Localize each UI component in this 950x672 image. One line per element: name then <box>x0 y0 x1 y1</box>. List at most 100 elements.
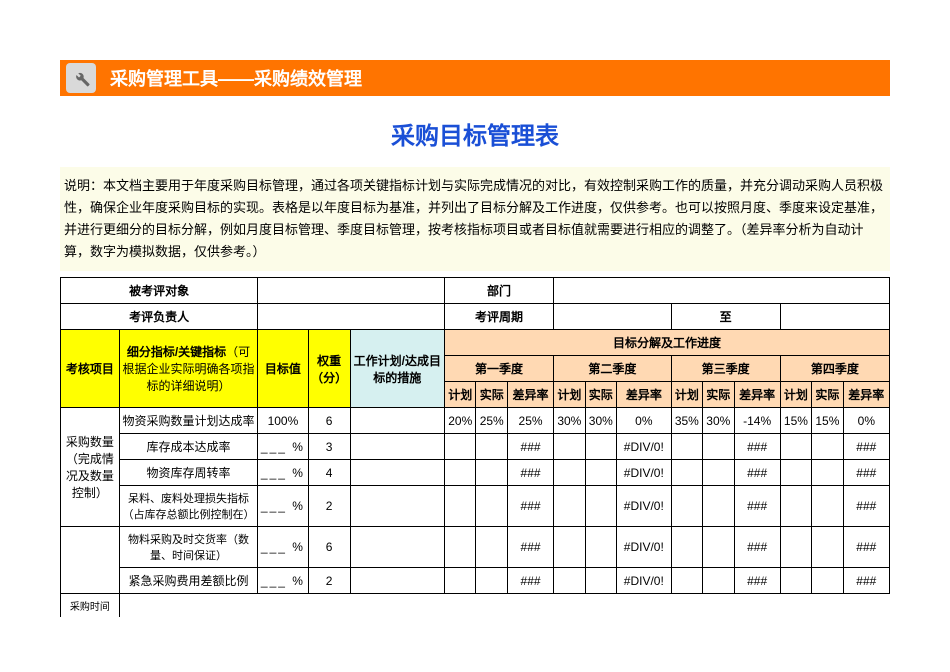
indicator-cell: 物资库存周转率 <box>119 460 258 486</box>
value-subject <box>258 278 445 304</box>
q3-actual <box>703 434 734 460</box>
data-row: 紧急采购费用差额比例 ___ % 2 ### #DIV/0! ### ### <box>61 568 890 594</box>
hdr-q4-var: 差异率 <box>843 382 889 408</box>
hdr-indicator-main: 细分指标/关键指标 <box>127 345 226 359</box>
q4-var: ### <box>843 527 889 568</box>
q2-plan <box>554 460 585 486</box>
weight-cell: 3 <box>308 434 350 460</box>
weight-cell: 6 <box>308 527 350 568</box>
plan-cell <box>350 434 444 460</box>
target-cell: ___ % <box>258 460 308 486</box>
q3-plan: 35% <box>671 408 702 434</box>
q4-actual <box>812 527 843 568</box>
weight-cell: 2 <box>308 568 350 594</box>
q1-plan <box>445 486 476 527</box>
hdr-q4-plan: 计划 <box>780 382 811 408</box>
q4-plan <box>780 434 811 460</box>
hdr-weight: 权重（分） <box>308 330 350 408</box>
hdr-progress: 目标分解及工作进度 <box>445 330 890 356</box>
hdr-q3-var: 差异率 <box>734 382 780 408</box>
hdr-q4-actual: 实际 <box>812 382 843 408</box>
partial-row: 采购时间 <box>61 594 890 618</box>
q3-actual <box>703 568 734 594</box>
section-header-1: 考核项目 细分指标/关键指标（可根据企业实际明确各项指标的详细说明） 目标值 权… <box>61 330 890 356</box>
q2-plan <box>554 486 585 527</box>
data-row: 物料采购及时交货率（数量、时间保证） ___ % 6 ### #DIV/0! #… <box>61 527 890 568</box>
group-name-1 <box>61 527 120 594</box>
wrench-icon <box>66 63 96 93</box>
data-row: 呆料、废料处理损失指标（占库存总额比例控制在） ___ % 2 ### #DIV… <box>61 486 890 527</box>
indicator-cell: 物资采购数量计划达成率 <box>119 408 258 434</box>
q4-var: ### <box>843 434 889 460</box>
q1-var: ### <box>507 486 553 527</box>
weight-cell: 6 <box>308 408 350 434</box>
weight-cell: 4 <box>308 460 350 486</box>
plan-cell <box>350 527 444 568</box>
q2-actual <box>585 527 616 568</box>
q3-plan <box>671 568 702 594</box>
hdr-q1-actual: 实际 <box>476 382 507 408</box>
meta-row-1: 被考评对象 部门 <box>61 278 890 304</box>
target-cell: 100% <box>258 408 308 434</box>
q2-var: #DIV/0! <box>617 486 672 527</box>
target-cell: ___ % <box>258 486 308 527</box>
hdr-plan: 工作计划/达成目标的措施 <box>350 330 444 408</box>
q4-actual <box>812 460 843 486</box>
data-row: 物资库存周转率 ___ % 4 ### #DIV/0! ### ### <box>61 460 890 486</box>
q4-var: ### <box>843 486 889 527</box>
q1-plan <box>445 527 476 568</box>
q3-plan <box>671 527 702 568</box>
q2-var: #DIV/0! <box>617 434 672 460</box>
hdr-q2-actual: 实际 <box>585 382 616 408</box>
q1-plan <box>445 434 476 460</box>
hdr-q1: 第一季度 <box>445 356 554 382</box>
weight-cell: 2 <box>308 486 350 527</box>
q1-var: 25% <box>507 408 553 434</box>
target-table: 被考评对象 部门 考评负责人 考评周期 至 考核项目 细分指标/关键指标（可根据… <box>60 277 890 617</box>
value-period-from <box>554 304 671 330</box>
hdr-project: 考核项目 <box>61 330 120 408</box>
q2-actual <box>585 568 616 594</box>
q3-actual: 30% <box>703 408 734 434</box>
q3-var: -14% <box>734 408 780 434</box>
q4-plan <box>780 486 811 527</box>
q1-var: ### <box>507 460 553 486</box>
header-bar: 采购管理工具——采购绩效管理 <box>60 60 890 96</box>
q4-plan: 15% <box>780 408 811 434</box>
q1-plan <box>445 568 476 594</box>
q1-actual <box>476 527 507 568</box>
value-reviewer <box>258 304 445 330</box>
partial-group-label: 采购时间 <box>61 594 120 618</box>
q2-actual <box>585 434 616 460</box>
label-period: 考评周期 <box>445 304 554 330</box>
q1-var: ### <box>507 527 553 568</box>
q4-plan <box>780 527 811 568</box>
plan-cell <box>350 408 444 434</box>
q4-var: 0% <box>843 408 889 434</box>
q2-plan <box>554 568 585 594</box>
q3-var: ### <box>734 460 780 486</box>
hdr-q1-var: 差异率 <box>507 382 553 408</box>
q1-actual <box>476 460 507 486</box>
label-to: 至 <box>671 304 780 330</box>
q3-plan <box>671 434 702 460</box>
q2-var: #DIV/0! <box>617 460 672 486</box>
hdr-indicator: 细分指标/关键指标（可根据企业实际明确各项指标的详细说明） <box>119 330 258 408</box>
hdr-q3-actual: 实际 <box>703 382 734 408</box>
banner-title: 采购管理工具——采购绩效管理 <box>110 65 362 91</box>
hdr-q2-var: 差异率 <box>617 382 672 408</box>
q3-var: ### <box>734 527 780 568</box>
q1-plan <box>445 460 476 486</box>
q4-actual: 15% <box>812 408 843 434</box>
q2-plan <box>554 434 585 460</box>
group-name-0: 采购数量（完成情况及数量控制） <box>61 408 120 527</box>
q3-plan <box>671 486 702 527</box>
data-row: 库存成本达成率 ___ % 3 ### #DIV/0! ### ### <box>61 434 890 460</box>
q2-plan: 30% <box>554 408 585 434</box>
q1-actual <box>476 568 507 594</box>
q2-actual <box>585 486 616 527</box>
q4-actual <box>812 486 843 527</box>
page-title: 采购目标管理表 <box>60 116 890 151</box>
data-row: 采购数量（完成情况及数量控制） 物资采购数量计划达成率 100% 6 20% 2… <box>61 408 890 434</box>
q4-actual <box>812 568 843 594</box>
